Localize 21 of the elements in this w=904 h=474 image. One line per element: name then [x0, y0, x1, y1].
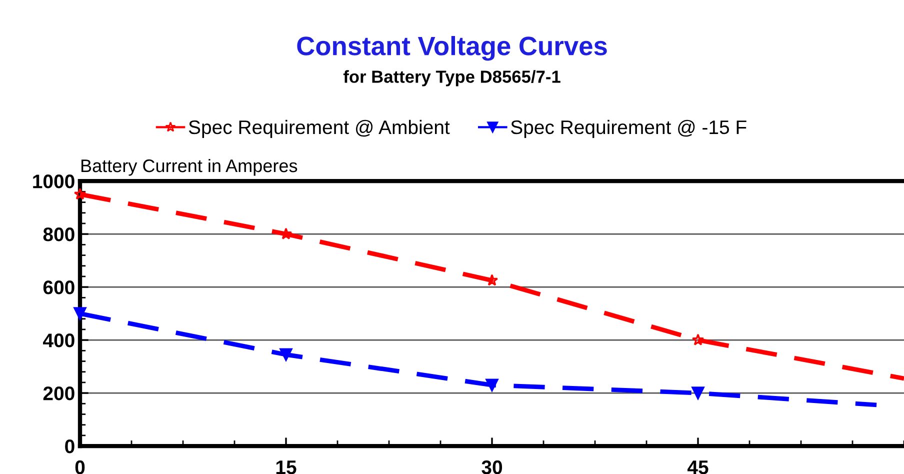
- x-tick-label: 15: [276, 460, 296, 474]
- point: [74, 188, 86, 200]
- legend-label: Spec Requirement @ Ambient: [188, 120, 450, 138]
- y-tick-label: 200: [43, 386, 74, 400]
- point: [74, 307, 86, 320]
- point: [280, 348, 292, 362]
- x-tick-label: 30: [482, 460, 502, 474]
- y-tick-label: 600: [43, 280, 74, 294]
- point: [486, 378, 498, 392]
- point: [692, 386, 704, 400]
- y-tick-label: 0: [65, 440, 74, 454]
- chart-subtitle: for Battery Type D8565/7-1: [343, 70, 560, 86]
- y-tick-label: 400: [43, 334, 74, 348]
- chart-title: Constant Voltage Curves: [297, 36, 607, 61]
- legend-label: Spec Requirement @ -15 F: [511, 120, 746, 138]
- point: [692, 334, 704, 346]
- x-tick-label: 45: [687, 460, 708, 474]
- y-tick-label: 800: [43, 228, 74, 242]
- x-tick-label: 0: [75, 460, 85, 474]
- y-axis-title: Battery Current in Amperes: [81, 158, 298, 176]
- y-tick-label: 1000: [33, 174, 74, 188]
